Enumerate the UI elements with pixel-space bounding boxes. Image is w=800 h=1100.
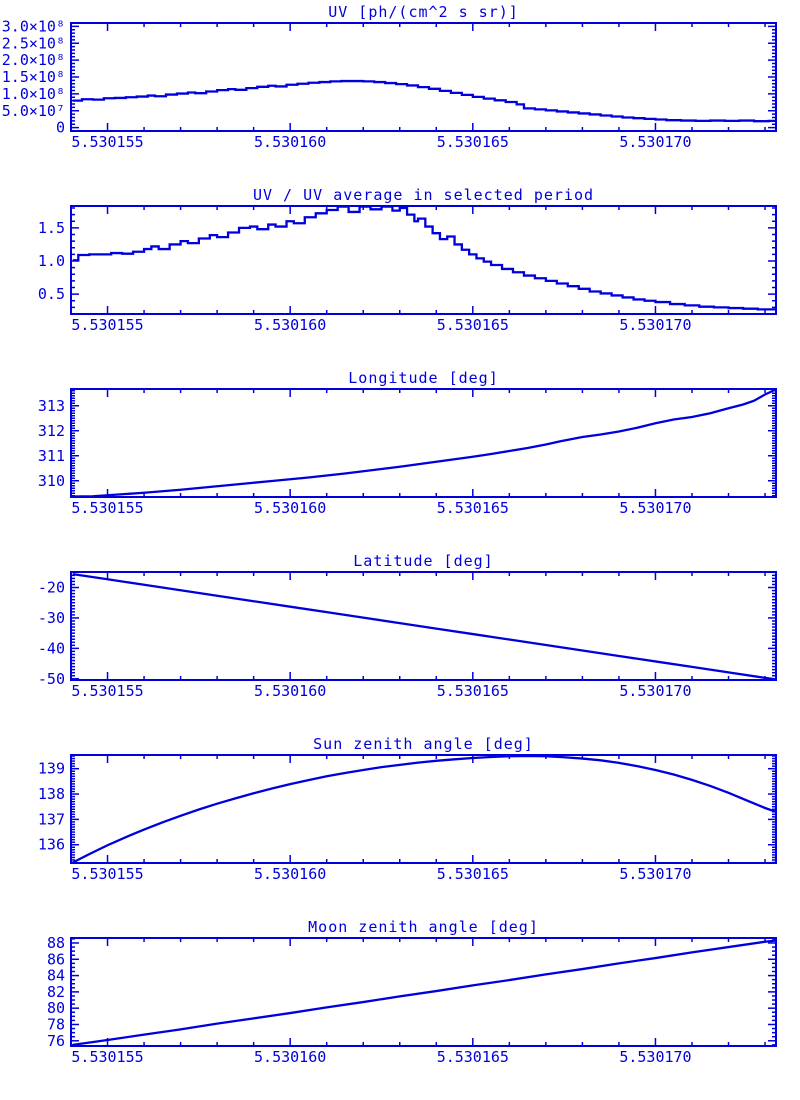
y-tick-label: 1.5×10⁸ bbox=[2, 68, 65, 86]
y-tick-label: 78 bbox=[47, 1015, 65, 1033]
y-tick-label: 82 bbox=[47, 983, 65, 1001]
data-series-line bbox=[72, 206, 776, 311]
y-tick-label: 138 bbox=[38, 785, 65, 803]
x-tick-label: 5.530170 bbox=[619, 682, 691, 700]
x-tick-label: 5.530155 bbox=[71, 499, 143, 517]
y-tick-label: -20 bbox=[38, 579, 65, 597]
y-tick-label: 86 bbox=[47, 950, 65, 968]
y-tick-label: 1.0×10⁸ bbox=[2, 85, 65, 103]
y-tick-label: -40 bbox=[38, 639, 65, 657]
chart-title: UV [ph/(cm^2 s sr)] bbox=[328, 3, 519, 21]
y-tick-label: 139 bbox=[38, 760, 65, 778]
x-tick-label: 5.530160 bbox=[254, 1048, 326, 1066]
y-tick-label: 5.0×10⁷ bbox=[2, 102, 65, 120]
y-tick-label: -50 bbox=[38, 670, 65, 688]
data-series-line bbox=[72, 79, 776, 123]
x-tick-label: 5.530155 bbox=[71, 865, 143, 883]
y-tick-label: 313 bbox=[38, 397, 65, 415]
y-tick-label: 76 bbox=[47, 1032, 65, 1050]
y-tick-label: 1.0 bbox=[38, 252, 65, 270]
x-tick-label: 5.530160 bbox=[254, 133, 326, 151]
chart-title: UV / UV average in selected period bbox=[253, 186, 594, 204]
plot-frame bbox=[70, 754, 777, 864]
chart-panel-1: 5.530155 5.530160 5.530165 5.530170 05.0×10⁷… bbox=[2, 3, 777, 151]
x-tick-label: 5.530160 bbox=[254, 865, 326, 883]
x-tick-label: 5.530165 bbox=[437, 1048, 509, 1066]
y-tick-label: 2.5×10⁸ bbox=[2, 34, 65, 52]
chart-title: Sun zenith angle [deg] bbox=[313, 735, 534, 753]
x-tick-label: 5.530170 bbox=[619, 865, 691, 883]
x-tick-label: 5.530155 bbox=[71, 682, 143, 700]
y-tick-label: 136 bbox=[38, 836, 65, 854]
x-tick-label: 5.530165 bbox=[437, 682, 509, 700]
plot-frame bbox=[70, 205, 777, 315]
y-tick-label: 2.0×10⁸ bbox=[2, 51, 65, 69]
chart-panel-4: 5.530155 5.530160 5.530165 5.530170 -50 -40 -3… bbox=[38, 552, 777, 700]
y-tick-label: 312 bbox=[38, 422, 65, 440]
chart-panel-5: 5.530155 5.530160 5.530165 5.530170 136 137 13… bbox=[38, 735, 777, 883]
y-tick-label: 0 bbox=[56, 119, 65, 137]
chart-title: Moon zenith angle [deg] bbox=[308, 918, 539, 936]
plot-frame bbox=[70, 22, 777, 132]
x-tick-label: 5.530160 bbox=[254, 316, 326, 334]
x-tick-label: 5.530170 bbox=[619, 499, 691, 517]
y-tick-label: 3.0×10⁸ bbox=[2, 17, 65, 35]
chart-title: Latitude [deg] bbox=[353, 552, 493, 570]
y-tick-label: 137 bbox=[38, 810, 65, 828]
data-series-line bbox=[72, 939, 776, 1046]
x-tick-label: 5.530155 bbox=[71, 1048, 143, 1066]
data-series-line bbox=[72, 755, 776, 863]
y-tick-label: 1.5 bbox=[38, 219, 65, 237]
plot-frame bbox=[70, 571, 777, 681]
y-tick-label: 84 bbox=[47, 967, 65, 985]
y-tick-label: 311 bbox=[38, 447, 65, 465]
plot-frame bbox=[70, 388, 777, 498]
y-tick-label: -30 bbox=[38, 609, 65, 627]
chart-title: Longitude [deg] bbox=[348, 369, 498, 387]
chart-panel-2: 5.530155 5.530160 5.530165 5.530170 0.5 1.0 1.… bbox=[38, 186, 777, 334]
chart-panel-6: 5.530155 5.530160 5.530165 5.530170 76788082… bbox=[47, 918, 777, 1066]
x-tick-label: 5.530165 bbox=[437, 865, 509, 883]
data-series-line bbox=[72, 389, 776, 497]
x-tick-label: 5.530165 bbox=[437, 133, 509, 151]
x-tick-label: 5.530155 bbox=[71, 133, 143, 151]
data-series-line bbox=[72, 572, 776, 680]
x-tick-label: 5.530165 bbox=[437, 499, 509, 517]
chart-panel-3: 5.530155 5.530160 5.530165 5.530170 310 311 31… bbox=[38, 369, 777, 517]
y-tick-label: 80 bbox=[47, 999, 65, 1017]
y-tick-label: 88 bbox=[47, 934, 65, 952]
x-tick-label: 5.530170 bbox=[619, 133, 691, 151]
x-tick-label: 5.530170 bbox=[619, 1048, 691, 1066]
x-tick-label: 5.530155 bbox=[71, 316, 143, 334]
x-tick-label: 5.530170 bbox=[619, 316, 691, 334]
x-tick-label: 5.530160 bbox=[254, 682, 326, 700]
x-tick-label: 5.530165 bbox=[437, 316, 509, 334]
y-tick-label: 310 bbox=[38, 472, 65, 490]
x-tick-label: 5.530160 bbox=[254, 499, 326, 517]
y-tick-label: 0.5 bbox=[38, 285, 65, 303]
